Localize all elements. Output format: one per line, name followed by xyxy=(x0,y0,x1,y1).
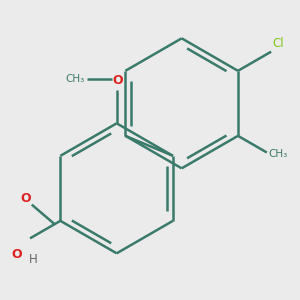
Text: H: H xyxy=(28,253,37,266)
Text: Cl: Cl xyxy=(273,37,284,50)
Text: O: O xyxy=(20,192,31,205)
Text: O: O xyxy=(11,248,22,261)
Text: CH₃: CH₃ xyxy=(269,149,288,159)
Text: CH₃: CH₃ xyxy=(66,74,85,84)
Text: O: O xyxy=(112,74,123,87)
